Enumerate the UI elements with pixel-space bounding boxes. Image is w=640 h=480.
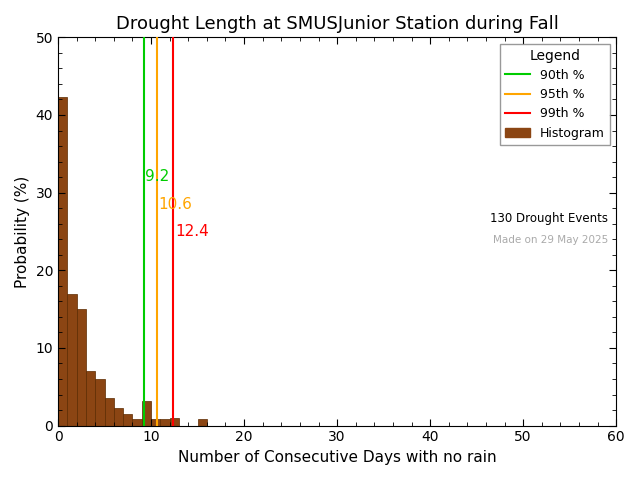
Text: 10.6: 10.6 (159, 196, 193, 212)
Bar (114, 408, 123, 426)
Bar (95, 379, 104, 426)
Bar (151, 420, 161, 426)
Bar (123, 414, 132, 426)
Bar (104, 398, 114, 426)
Bar (58, 97, 67, 426)
Bar (142, 401, 151, 426)
Bar (86, 371, 95, 426)
Bar (170, 418, 179, 426)
X-axis label: Number of Consecutive Days with no rain: Number of Consecutive Days with no rain (178, 450, 497, 465)
Text: 130 Drought Events: 130 Drought Events (490, 212, 608, 225)
Bar (198, 420, 207, 426)
Legend: 90th %, 95th %, 99th %, Histogram: 90th %, 95th %, 99th %, Histogram (500, 44, 610, 144)
Title: Drought Length at SMUSJunior Station during Fall: Drought Length at SMUSJunior Station dur… (116, 15, 559, 33)
Y-axis label: Probability (%): Probability (%) (15, 175, 30, 288)
Bar (77, 309, 86, 426)
Text: Made on 29 May 2025: Made on 29 May 2025 (493, 235, 608, 245)
Text: 9.2: 9.2 (145, 169, 170, 184)
Text: 12.4: 12.4 (175, 224, 209, 239)
Bar (132, 420, 142, 426)
Bar (67, 294, 77, 426)
Bar (161, 420, 170, 426)
